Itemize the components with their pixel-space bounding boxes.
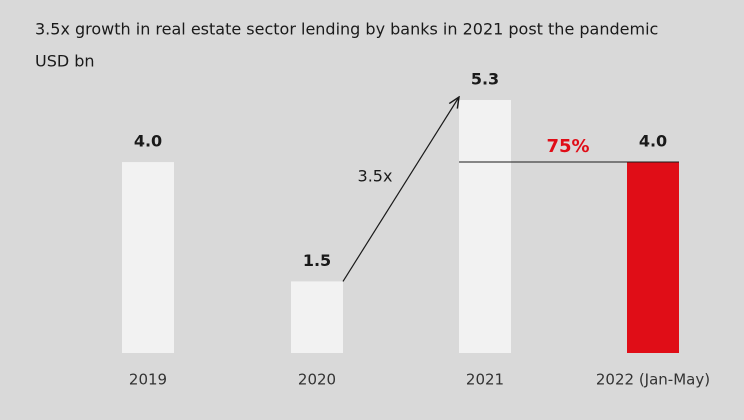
x-tick-label: 2020 <box>298 371 336 389</box>
x-tick-label: 2019 <box>129 371 167 389</box>
value-label: 4.0 <box>134 132 162 151</box>
annotation: 3.5x <box>358 167 393 186</box>
chart-title: 3.5x growth in real estate sector lendin… <box>35 20 658 39</box>
bar <box>122 162 174 353</box>
x-tick-label: 2021 <box>466 371 504 389</box>
x-tick-label: 2022 (Jan-May) <box>596 371 710 389</box>
growth-arrow <box>342 97 459 282</box>
value-label: 5.3 <box>471 70 499 89</box>
bar <box>291 281 343 353</box>
annotation: 75% <box>546 136 589 157</box>
value-label: 1.5 <box>303 251 331 270</box>
chart-subtitle: USD bn <box>35 52 95 71</box>
value-label: 4.0 <box>639 132 667 151</box>
bar <box>627 162 679 353</box>
bar <box>459 100 511 353</box>
